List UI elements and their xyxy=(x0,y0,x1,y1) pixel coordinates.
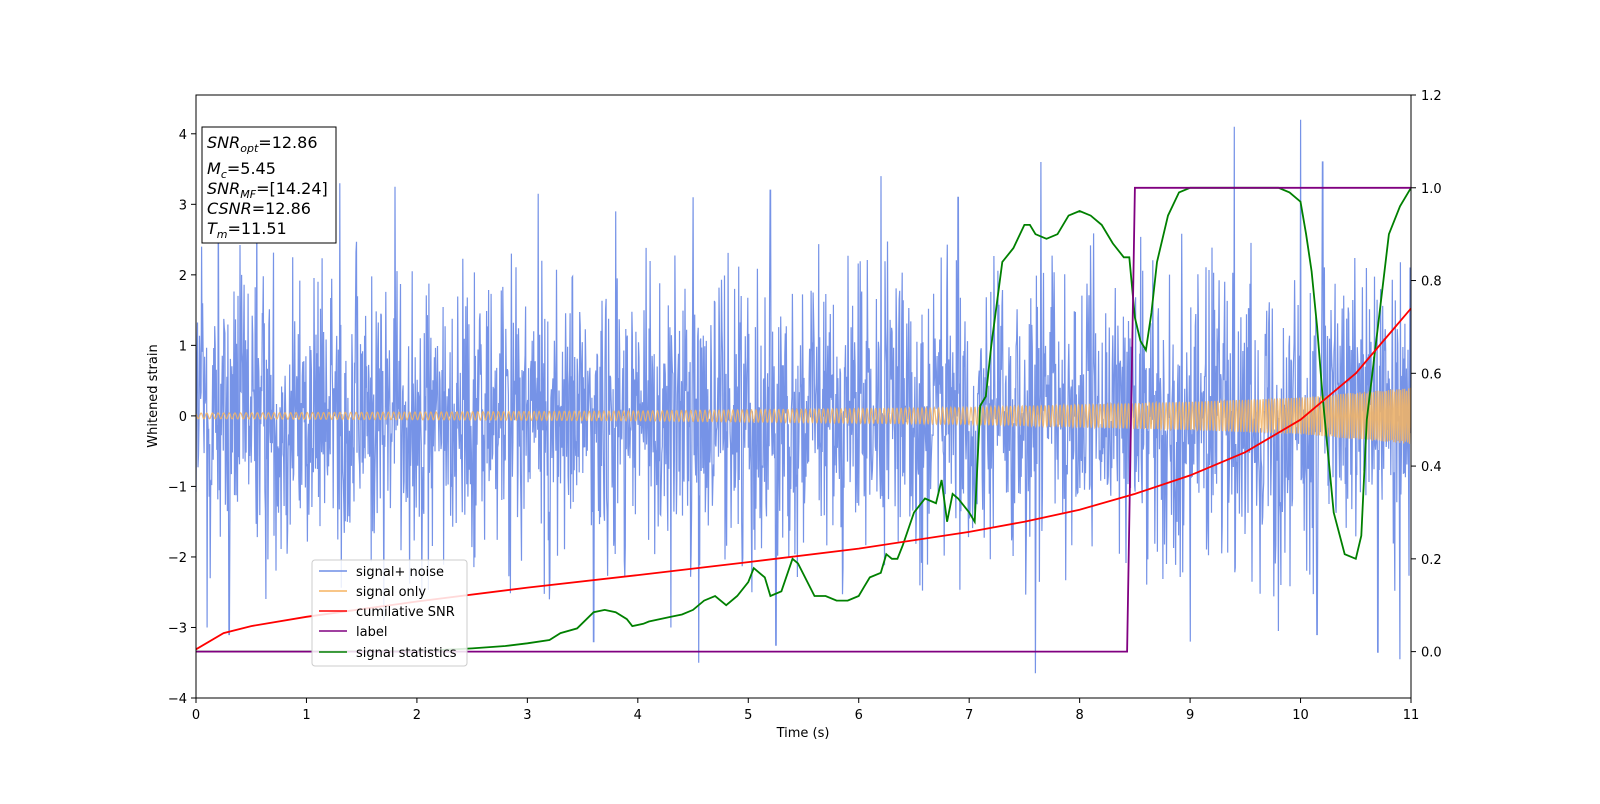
series-label xyxy=(196,186,1411,653)
info-snr-opt: SNRopt=12.86 xyxy=(207,133,318,155)
legend-label-label: label xyxy=(356,625,387,640)
y-right-tick-label: 0.0 xyxy=(1421,646,1442,661)
y-left-tick-label: 3 xyxy=(179,198,187,213)
legend-label-cumulative-snr: cumilative SNR xyxy=(356,605,455,620)
y-left-tick-label: 0 xyxy=(179,410,187,425)
series-signal-only xyxy=(196,387,1411,444)
x-tick-label: 2 xyxy=(413,708,421,723)
legend-label-signal-only: signal only xyxy=(356,585,426,600)
series-layer xyxy=(196,119,1411,674)
x-tick-label: 3 xyxy=(523,708,531,723)
x-tick-label: 6 xyxy=(855,708,863,723)
info-snr-mf: SNRMF=[14.24] xyxy=(207,179,328,201)
y-axis-label: Whitened strain xyxy=(146,344,161,447)
info-box: SNRopt=12.86 Mc=5.45 SNRMF=[14.24] CSNR=… xyxy=(201,126,337,244)
legend-label-signal-statistics: signal statistics xyxy=(356,646,457,661)
y-left-tick-label: 2 xyxy=(179,269,187,284)
y-right-tick-label: 0.8 xyxy=(1421,275,1442,290)
x-tick-label: 10 xyxy=(1292,708,1309,723)
y-left-tick-label: −2 xyxy=(168,551,187,566)
y-left-tick-label: −3 xyxy=(168,621,187,636)
x-tick-label: 4 xyxy=(634,708,642,723)
series-cumulative-snr xyxy=(196,307,1411,651)
info-csnr: CSNR=12.86 xyxy=(207,199,311,218)
y-right-tick-label: 0.4 xyxy=(1421,460,1442,475)
info-tm: Tm=11.51 xyxy=(207,219,287,241)
info-mc: Mc=5.45 xyxy=(207,159,276,181)
plot-frame xyxy=(195,94,1412,699)
legend: signal+ noise signal only cumilative SNR… xyxy=(311,559,468,667)
y-left-tick-label: −4 xyxy=(168,692,187,707)
info-box-frame xyxy=(201,126,337,244)
x-axis-label: Time (s) xyxy=(776,726,830,741)
x-tick-label: 11 xyxy=(1403,708,1420,723)
series-signal-noise xyxy=(196,119,1411,674)
y-left-tick-label: 4 xyxy=(179,128,187,143)
x-tick-label: 5 xyxy=(744,708,752,723)
x-tick-label: 9 xyxy=(1186,708,1194,723)
y-left-tick-label: −1 xyxy=(168,480,187,495)
legend-frame xyxy=(311,559,468,667)
x-tick-label: 7 xyxy=(965,708,973,723)
y-right-tick-label: 1.0 xyxy=(1421,182,1442,197)
y-right-tick-label: 1.2 xyxy=(1421,89,1442,104)
x-tick-label: 8 xyxy=(1075,708,1083,723)
x-tick-label: 0 xyxy=(192,708,200,723)
y-right-tick-label: 0.6 xyxy=(1421,367,1442,382)
y-right-tick-label: 0.2 xyxy=(1421,553,1442,568)
y-left-tick-label: 1 xyxy=(179,339,187,354)
axes-layer: 0 1 2 3 4 5 6 7 8 9 10 11 −4 −3 −2 −1 0 1 2 3 4 0.0 0.2 0.4 0.6 0… xyxy=(168,89,1442,723)
x-tick-label: 1 xyxy=(302,708,310,723)
legend-label-signal-noise: signal+ noise xyxy=(356,565,444,580)
